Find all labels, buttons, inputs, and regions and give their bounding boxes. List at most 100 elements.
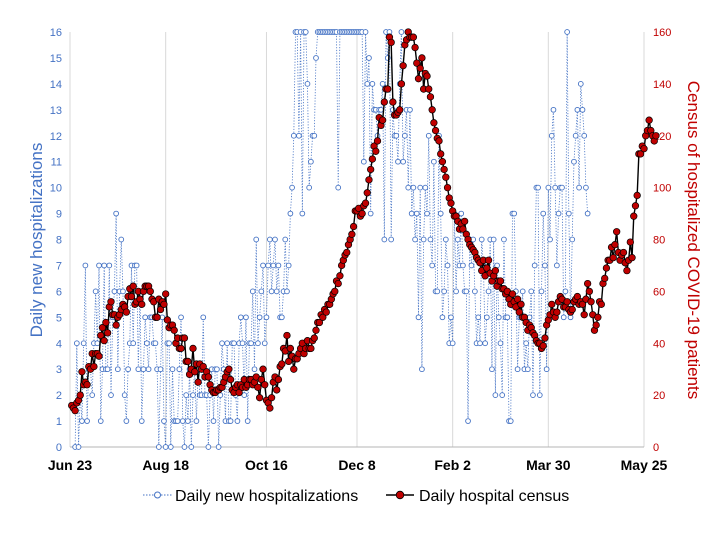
hospitalizations-point (219, 340, 225, 347)
legend-marker-census (395, 490, 405, 500)
census-point (483, 264, 491, 272)
census-point (438, 158, 447, 166)
y-tick-label-left: 5 (56, 312, 62, 324)
hospitalizations-point (360, 158, 367, 165)
legend: Daily new hospitalizations Daily hospita… (143, 488, 569, 505)
census-point (283, 331, 291, 340)
hospitalizations-point (552, 184, 559, 191)
hospitalizations-point (239, 340, 246, 347)
y-tick-label-right: 0 (653, 442, 659, 454)
census-point (602, 264, 611, 272)
hospitalizations-point (499, 392, 506, 398)
hospitalizations-point (243, 314, 249, 321)
census-point (541, 334, 549, 342)
census-point (103, 329, 112, 337)
census-point (273, 386, 281, 394)
census-point (254, 383, 262, 391)
census-point (633, 191, 641, 200)
census-point (428, 106, 436, 114)
census-point (626, 238, 634, 246)
hospitalizations-point (415, 314, 422, 321)
census-point (184, 357, 192, 366)
y-axis-right-title: Census of hospitalized COVID-19 patients (684, 81, 703, 399)
hospitalizations-point (547, 236, 553, 243)
hospitalizations-point (489, 366, 495, 373)
x-tick-label: May 25 (621, 457, 668, 473)
hospitalizations-point (577, 81, 584, 87)
census-point (460, 217, 469, 225)
census-point (613, 228, 621, 236)
y-tick-label-left: 11 (51, 157, 62, 169)
hospitalizations-point (284, 288, 290, 295)
hospitalizations-point (193, 418, 200, 424)
y-tick-label-left: 16 (50, 27, 62, 39)
hospitalizations-point (535, 184, 541, 191)
census-point (348, 230, 356, 238)
hospitalizations-point (431, 158, 437, 165)
hospitalizations-point (244, 418, 251, 424)
census-point (623, 266, 631, 275)
hospitalizations-point (97, 418, 104, 424)
hospitalizations-point (101, 262, 108, 269)
hospitalizations-point (167, 444, 174, 450)
y-tick-label-right: 40 (653, 338, 665, 350)
census-point (343, 248, 351, 257)
census-point (431, 126, 440, 135)
census-point (191, 368, 199, 376)
hospitalizations-point (583, 184, 589, 191)
y-tick-label-left: 9 (56, 209, 62, 221)
hospitalizations-point (495, 314, 502, 321)
hospitalizations-point (251, 366, 258, 373)
hospitalizations-point (497, 340, 504, 347)
census-point (548, 300, 556, 308)
hospitalizations-point (188, 444, 195, 450)
hospitalizations-point (531, 262, 538, 269)
census-point (194, 378, 202, 386)
y-tick-label-right: 20 (653, 390, 665, 402)
census-point (443, 183, 452, 192)
hospitalizations-point (369, 81, 376, 87)
census-point (331, 287, 339, 296)
hospitalizations-point (550, 106, 557, 113)
census-point (153, 313, 161, 321)
y-tick-label-left: 10 (50, 183, 62, 195)
census-point (290, 365, 298, 373)
census-point (367, 165, 375, 174)
hospitalizations-point (96, 262, 102, 269)
hospitalizations-point (270, 262, 277, 269)
hospitalizations-point (255, 340, 261, 347)
census-point (180, 334, 189, 342)
census-point (645, 116, 653, 124)
hospitalizations-point (249, 288, 256, 295)
census-point (122, 308, 131, 316)
hospitalizations-point (205, 444, 212, 450)
hospitalizations-point (104, 366, 111, 373)
census-point (619, 248, 628, 257)
hospitalizations-point (571, 158, 577, 165)
hospitalizations-point (140, 366, 147, 373)
census-point (459, 225, 467, 233)
y-tick-label-left: 13 (50, 105, 62, 117)
census-point (334, 279, 342, 288)
hospitalizations-point (111, 288, 118, 295)
census-point (583, 279, 592, 288)
census-point (628, 254, 636, 262)
census-point (425, 85, 433, 93)
census-point (129, 282, 137, 290)
hospitalizations-point (579, 106, 586, 113)
y-tick-label-left: 4 (56, 338, 62, 350)
y-tick-label-left: 0 (56, 442, 62, 454)
hospitalizations-point (381, 236, 388, 243)
x-tick-label: Aug 18 (142, 457, 189, 473)
census-point (204, 373, 213, 381)
census-point (285, 357, 293, 366)
y-tick-label-left: 7 (56, 260, 62, 272)
hospitalizations-point (308, 158, 314, 165)
legend-label-hospitalizations: Daily new hospitalizations (175, 488, 358, 505)
census-point (380, 98, 388, 106)
hospitalizations-point (448, 314, 454, 321)
x-tick-label: Oct 16 (245, 457, 288, 473)
census-point (611, 241, 619, 249)
hospitalizations-point (463, 288, 470, 295)
census-point (336, 272, 344, 280)
